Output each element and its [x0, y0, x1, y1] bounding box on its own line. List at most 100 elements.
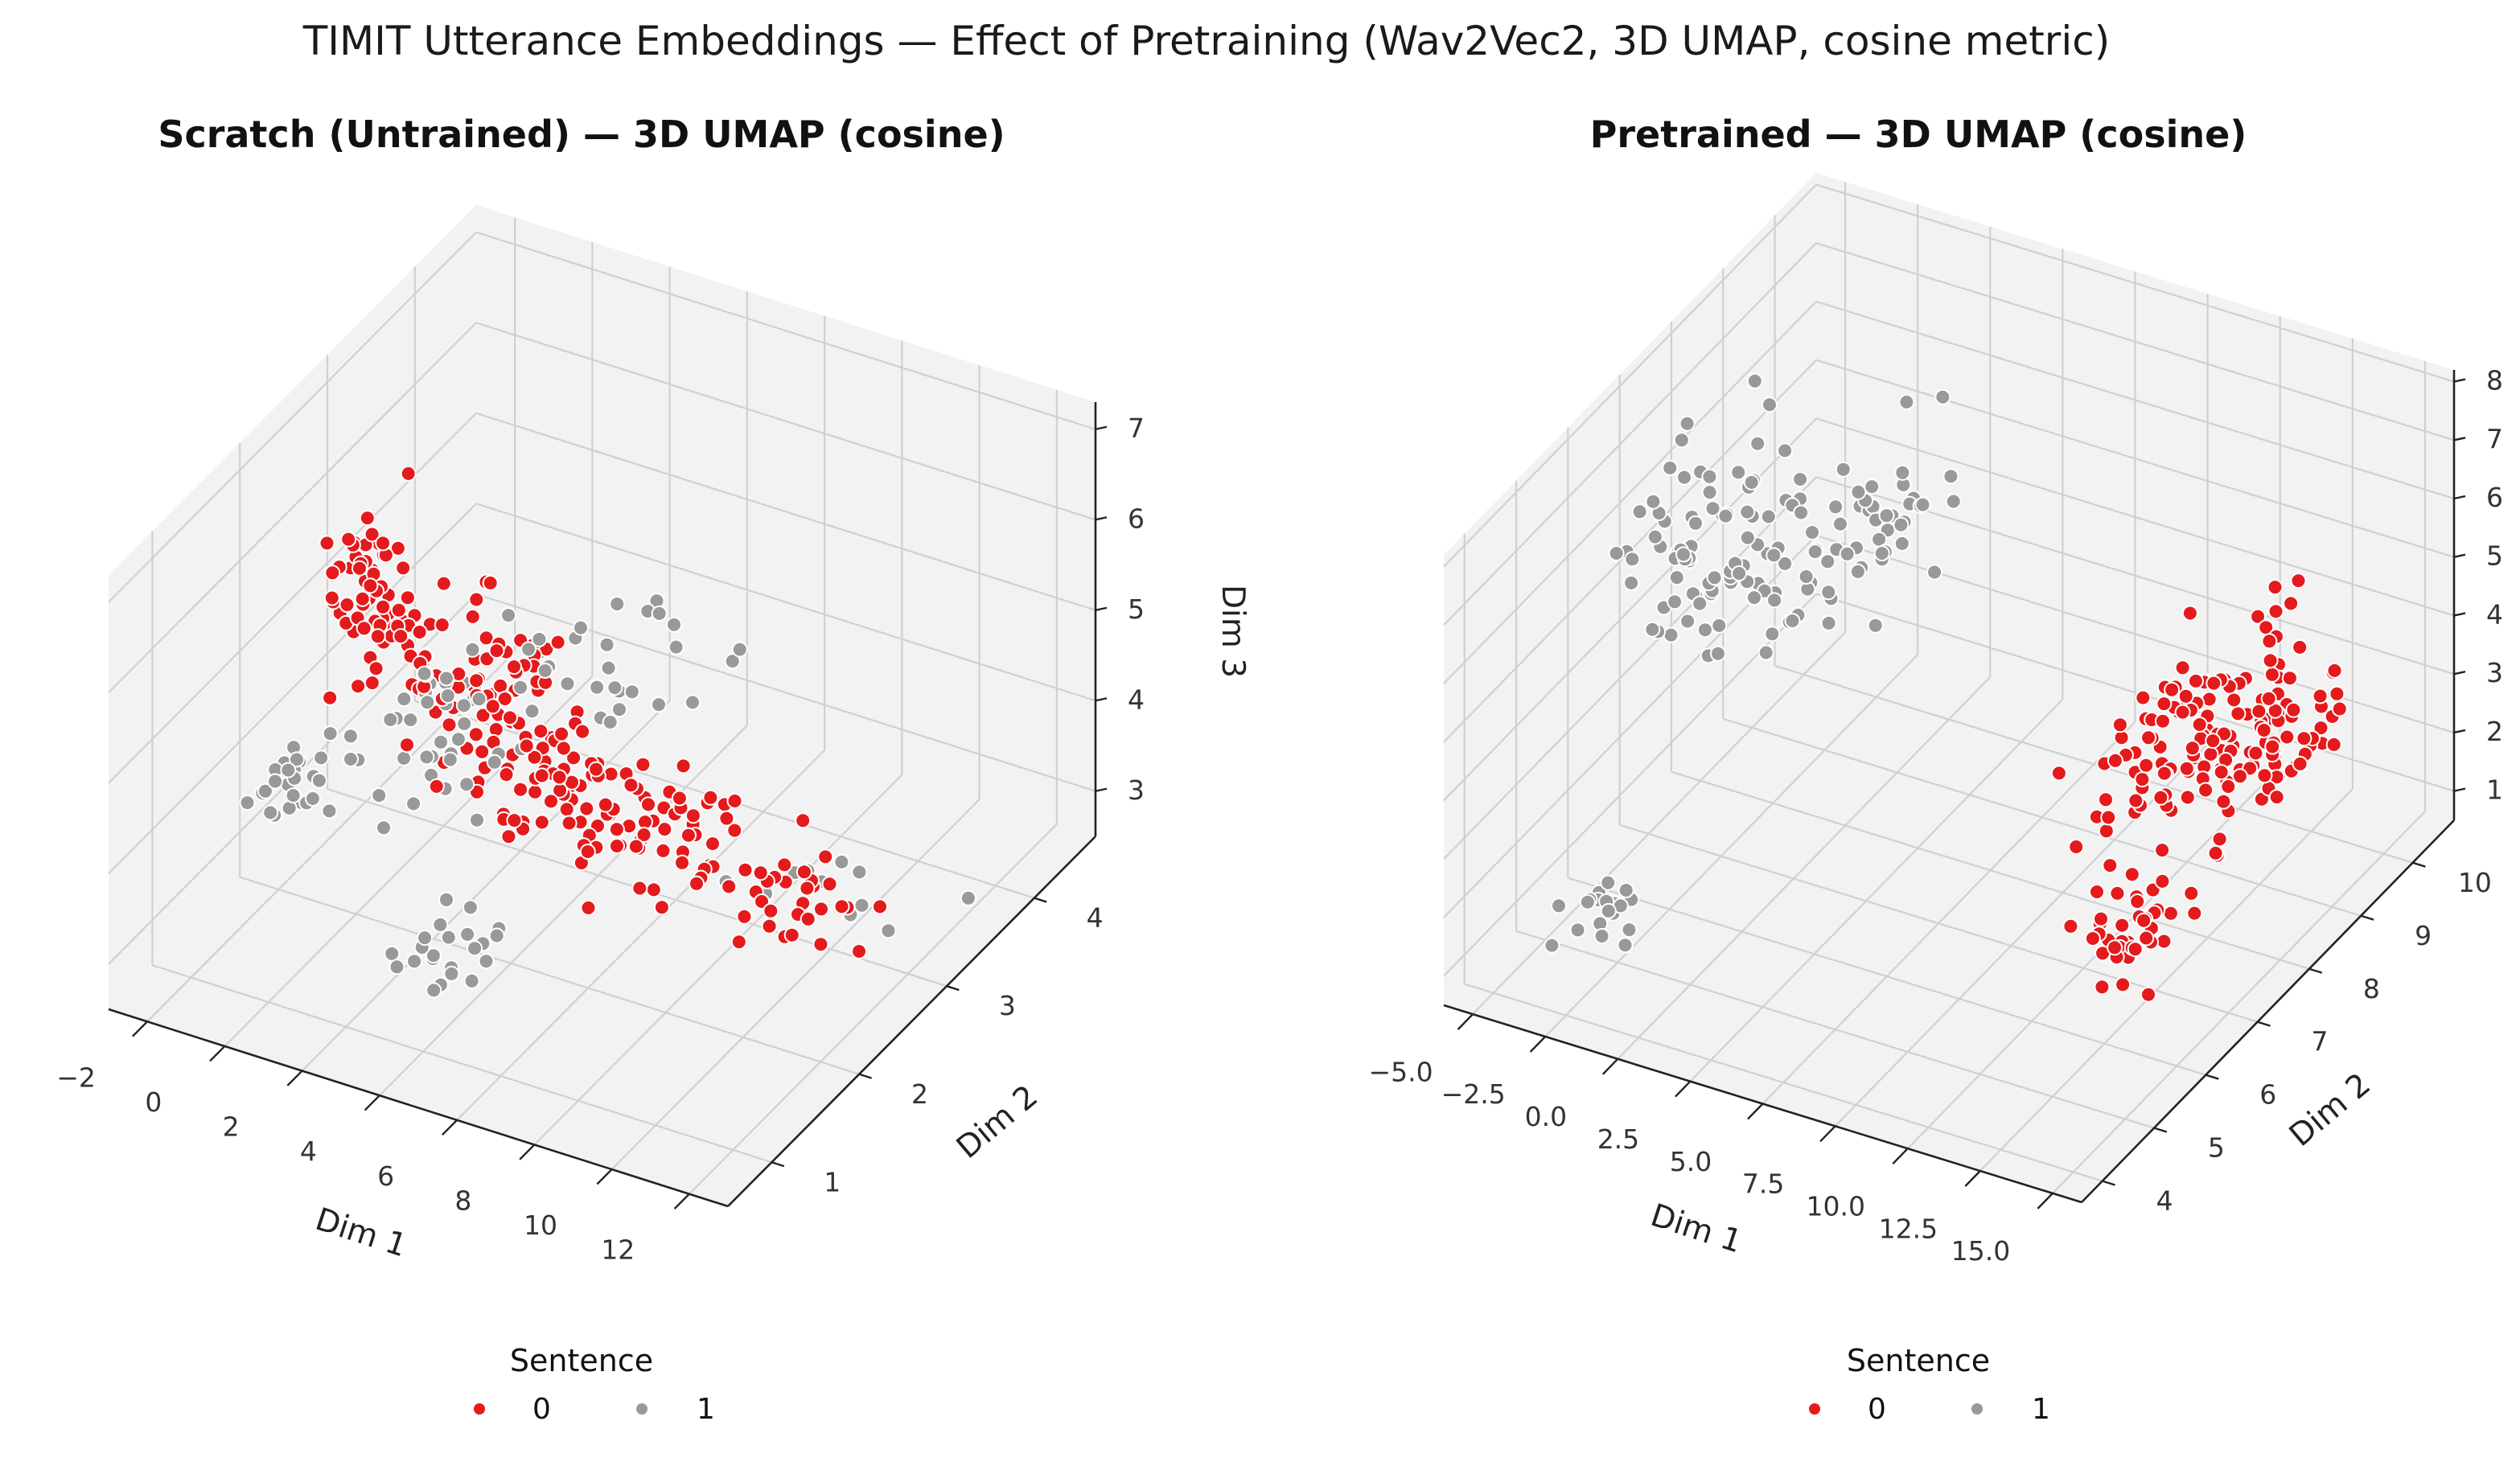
y-tick-mark	[2205, 1074, 2219, 1080]
scatter-point-sentence-0	[2279, 729, 2296, 745]
scatter-point-sentence-0	[655, 842, 672, 859]
scatter-point-sentence-0	[323, 589, 340, 606]
scatter-point-sentence-0	[2102, 857, 2119, 874]
scatter-point-sentence-0	[730, 934, 747, 951]
gridline-z	[108, 503, 477, 875]
scatter-point-sentence-1	[1662, 459, 1679, 476]
scatter-point-sentence-1	[1784, 613, 1801, 629]
scatter-point-sentence-1	[1717, 507, 1734, 524]
scatter-point-sentence-0	[390, 602, 407, 618]
axes-gridlines-pretrained	[1443, 182, 2455, 1194]
scatter-point-sentence-0	[2138, 930, 2155, 947]
scatter-point-sentence-0	[680, 827, 697, 844]
scatter-point-sentence-0	[389, 540, 406, 557]
scatter-point-sentence-0	[2093, 910, 2109, 927]
scatter-point-sentence-1	[1793, 504, 1810, 521]
scatter-point-sentence-1	[1644, 621, 1661, 638]
gridline-z	[1443, 183, 1817, 568]
scatter-point-sentence-1	[442, 751, 458, 768]
scatter-point-sentence-1	[1832, 515, 1848, 532]
scatter-point-sentence-1	[1551, 897, 1567, 914]
scatter-point-sentence-0	[2296, 730, 2312, 747]
scatter-point-sentence-1	[1850, 483, 1867, 500]
y-tick-mark	[858, 1073, 872, 1079]
scatter-point-sentence-0	[579, 844, 596, 860]
scatter-point-sentence-0	[2290, 573, 2307, 589]
scatter-point-sentence-0	[2312, 688, 2329, 704]
legend-marker-sentence-1	[636, 1403, 647, 1415]
legend-marker-sentence-0	[1809, 1403, 1820, 1415]
scatter-point-sentence-1	[371, 787, 388, 804]
scatter-point-sentence-1	[1893, 516, 1910, 533]
scatter-point-sentence-1	[1646, 528, 1663, 545]
scatter-point-sentence-1	[418, 749, 435, 766]
scatter-point-sentence-0	[2062, 918, 2079, 934]
legend-title-pretrained: Sentence	[1847, 1343, 1990, 1378]
x-axis-line	[108, 1008, 729, 1208]
scatter-point-sentence-1	[1569, 922, 1586, 938]
scatter-point-sentence-0	[645, 881, 662, 898]
scatter-point-sentence-1	[1675, 546, 1692, 563]
scatter-point-sentence-0	[2220, 778, 2237, 795]
z-tick-label: 1	[2486, 774, 2503, 806]
scatter-point-sentence-1	[310, 772, 327, 789]
scatter-point-sentence-0	[364, 526, 380, 543]
scatter-point-sentence-0	[2325, 736, 2342, 753]
scatter-point-sentence-1	[440, 929, 457, 946]
scatter-point-sentence-0	[795, 812, 812, 829]
gridline-y	[152, 964, 772, 1164]
scatter-point-sentence-0	[434, 617, 450, 633]
scatter-point-sentence-0	[475, 707, 491, 724]
scatter-point-sentence-0	[324, 565, 341, 581]
x-tick-label: 2	[223, 1111, 240, 1143]
x-tick-mark	[1819, 1125, 1836, 1143]
y-tick-label: 4	[2156, 1185, 2173, 1217]
gridline-x	[1762, 721, 2136, 1105]
scatter-point-sentence-0	[2226, 692, 2243, 708]
scatter-point-sentence-1	[1676, 469, 1692, 486]
x-tick-label: 5.0	[1670, 1146, 1712, 1177]
scatter-point-sentence-0	[2140, 986, 2156, 1003]
x-tick-mark	[2037, 1193, 2053, 1210]
scatter-point-sentence-0	[2164, 681, 2181, 698]
scatter-point-sentence-0	[468, 672, 485, 689]
scatter-point-sentence-1	[1624, 551, 1641, 568]
scatter-point-sentence-0	[527, 783, 544, 800]
scatter-points-scratch	[239, 465, 976, 999]
gridline-z	[108, 322, 477, 694]
scatter-point-sentence-0	[2267, 579, 2284, 596]
scatter-point-sentence-1	[467, 940, 483, 957]
scatter-point-sentence-0	[813, 901, 829, 918]
scatter-point-sentence-0	[2174, 659, 2191, 676]
z-tick-label: 2	[2486, 716, 2503, 747]
scatter-point-sentence-0	[2174, 704, 2191, 721]
y-axis-label-pretrained: Dim 2	[2283, 1066, 2378, 1154]
scatter-point-sentence-1	[1746, 372, 1763, 389]
y-tick-label: 1	[824, 1166, 841, 1197]
panel-title-scratch: Scratch (Untrained) — 3D UMAP (cosine)	[158, 113, 1005, 156]
z-tick-mark	[2453, 787, 2466, 792]
scatter-point-sentence-1	[1704, 500, 1721, 517]
gridline-z	[1443, 593, 1817, 977]
legend-title-scratch: Sentence	[510, 1343, 653, 1378]
scatter-point-sentence-0	[502, 709, 518, 726]
scatter-point-sentence-0	[2251, 703, 2267, 720]
scatter-point-sentence-1	[388, 959, 405, 975]
scatter-point-sentence-1	[438, 891, 454, 908]
y-tick-label: 4	[1087, 902, 1104, 934]
x-tick-mark	[1601, 1058, 1619, 1075]
scatter-point-sentence-1	[280, 762, 297, 778]
scatter-point-sentence-0	[2140, 729, 2157, 746]
scatter-point-sentence-1	[1820, 614, 1837, 631]
scatter-point-sentence-0	[2115, 976, 2132, 993]
scatter-point-sentence-0	[322, 689, 339, 706]
chart-panel-pretrained: Pretrained — 3D UMAP (cosine) −5.0 −2.5 0.…	[1369, 113, 2503, 1426]
x-tick-label: 4	[300, 1136, 317, 1167]
scatter-point-sentence-0	[364, 675, 380, 692]
scatter-point-sentence-0	[467, 726, 484, 743]
scatter-point-sentence-1	[833, 853, 850, 870]
scatter-point-sentence-0	[653, 899, 670, 916]
axes-panes-pretrained	[1444, 173, 2454, 1202]
scatter-point-sentence-0	[2068, 839, 2085, 855]
scatter-point-sentence-0	[821, 876, 838, 893]
